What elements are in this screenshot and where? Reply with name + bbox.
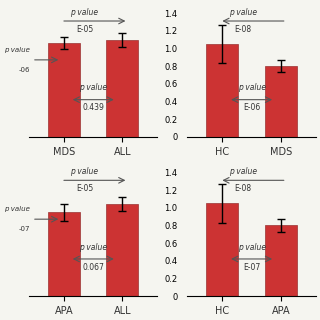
- Text: 0.439: 0.439: [82, 103, 104, 112]
- Bar: [48, 43, 80, 137]
- Bar: [206, 44, 238, 137]
- Text: p value: p value: [237, 243, 266, 252]
- Text: p value: p value: [229, 167, 257, 176]
- Bar: [206, 203, 238, 296]
- Text: E-08: E-08: [234, 25, 252, 34]
- Bar: [265, 225, 297, 296]
- Text: E-07: E-07: [243, 263, 260, 272]
- Text: p value: p value: [4, 47, 30, 53]
- Text: -06: -06: [19, 67, 30, 73]
- Text: p value: p value: [4, 206, 30, 212]
- Text: E-05: E-05: [76, 184, 93, 193]
- Bar: [265, 66, 297, 137]
- Text: p value: p value: [70, 167, 99, 176]
- Text: p value: p value: [70, 8, 99, 17]
- Text: p value: p value: [79, 84, 107, 92]
- Text: E-05: E-05: [76, 25, 93, 34]
- Text: E-06: E-06: [243, 103, 260, 112]
- Bar: [106, 204, 139, 296]
- Bar: [106, 40, 139, 137]
- Text: p value: p value: [79, 243, 107, 252]
- Text: p value: p value: [229, 8, 257, 17]
- Bar: [48, 212, 80, 296]
- Text: p value: p value: [237, 84, 266, 92]
- Text: 0.067: 0.067: [82, 263, 104, 272]
- Text: E-08: E-08: [234, 184, 252, 193]
- Text: -07: -07: [19, 226, 30, 232]
